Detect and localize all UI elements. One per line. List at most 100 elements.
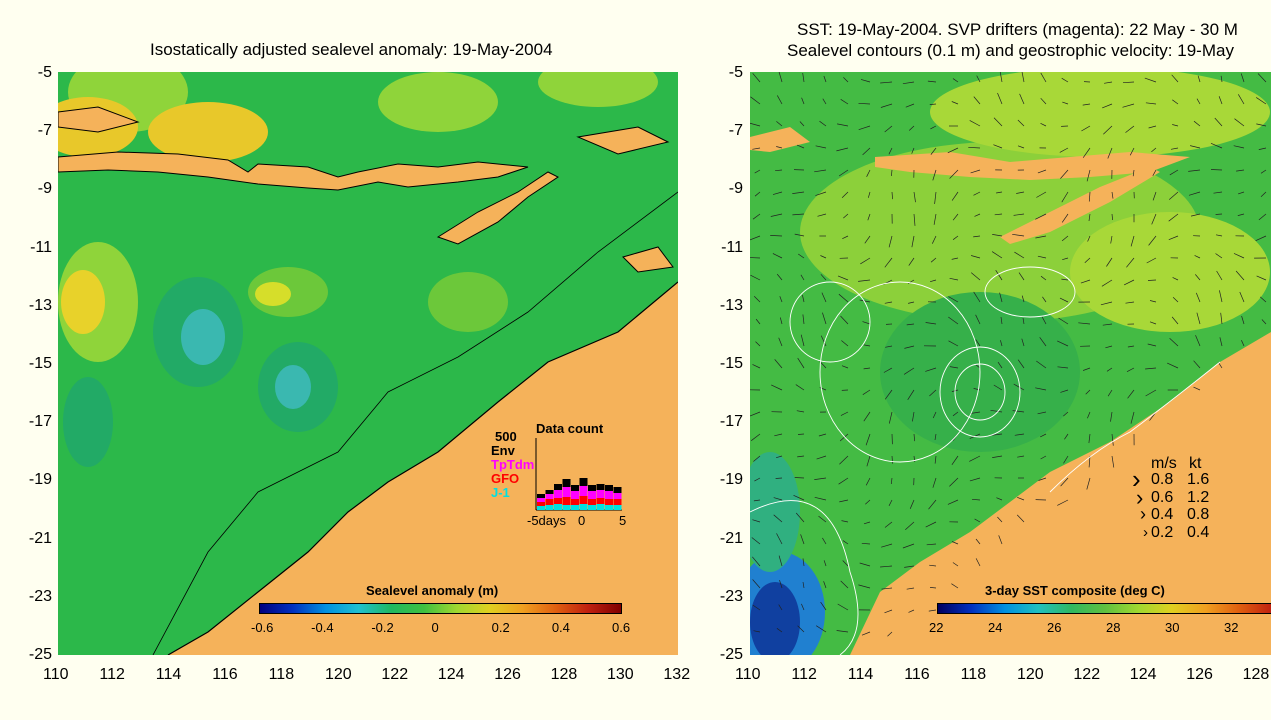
velocity-arrow — [969, 477, 981, 482]
x-tick-label: 120 — [325, 666, 352, 683]
velocity-arrow — [905, 521, 915, 530]
velocity-arrow — [1129, 147, 1135, 156]
x-tick-label: 118 — [960, 666, 987, 683]
data-count-bar — [613, 499, 622, 505]
x-tick-label: 118 — [268, 666, 295, 683]
velocity-arrows — [750, 72, 1267, 637]
velocity-arrow — [772, 191, 783, 195]
velocity-arrow — [750, 257, 761, 259]
colorbar-tick-label: 0.4 — [551, 620, 570, 635]
velocity-arrow — [952, 78, 959, 83]
data-count-bar — [605, 499, 613, 505]
velocity-arrow — [951, 541, 959, 545]
velocity-arrow — [970, 169, 981, 174]
velocity-arrow — [751, 537, 761, 545]
velocity-arrow — [863, 344, 871, 347]
velocity-arrow — [1236, 169, 1245, 172]
data-count-xlabel-mid: 0 — [578, 513, 586, 528]
colorbar-tick-label: 30 — [1165, 620, 1180, 635]
data-count-bar — [596, 498, 605, 504]
velocity-arrow — [776, 533, 783, 545]
velocity-arrow — [1040, 97, 1047, 105]
velocity-arrow — [1144, 77, 1157, 83]
velocity-arrow — [795, 512, 805, 523]
velocity-arrow — [1040, 455, 1047, 460]
velocity-arrow — [823, 560, 827, 567]
velocity-arrow — [930, 279, 937, 283]
velocity-arrow — [1126, 367, 1135, 373]
velocity-arrow — [1168, 191, 1179, 200]
velocity-arrow — [1193, 360, 1201, 369]
velocity-arrow — [1061, 77, 1069, 83]
velocity-arrow — [819, 120, 827, 127]
satellite-label-tptdm: TpTdm — [491, 457, 535, 472]
velocity-arrow — [891, 169, 893, 177]
data-count-bar — [562, 505, 571, 510]
velocity-arrow — [1188, 191, 1201, 196]
velocity-arrow — [1040, 433, 1047, 438]
data-count-bar — [596, 490, 605, 498]
velocity-arrow — [778, 72, 783, 83]
velocity-arrow — [949, 169, 959, 179]
velocity-arrow — [1145, 389, 1157, 397]
velocity-arrow — [890, 477, 893, 485]
x-tick-label: 122 — [381, 666, 409, 683]
data-count-bar — [537, 502, 545, 506]
velocity-arrow — [1088, 433, 1091, 444]
velocity-arrow — [755, 341, 761, 347]
data-count-bar — [537, 494, 545, 498]
velocity-arrow — [840, 411, 849, 416]
velocity-arrow — [975, 558, 981, 567]
velocity-arrow — [859, 299, 871, 303]
colorbar-tick-label: 32 — [1224, 620, 1239, 635]
satellite-label-env: Env — [491, 443, 515, 458]
velocity-arrow — [752, 73, 761, 83]
velocity-arrow — [928, 609, 937, 612]
velocity-arrow — [929, 103, 937, 105]
velocity-arrow — [880, 81, 893, 84]
velocity-arrow — [906, 323, 915, 326]
velocity-arrow — [930, 147, 937, 155]
left-colorbar-title: Sealevel anomaly (m) — [366, 583, 499, 598]
velocity-arrow — [1013, 383, 1025, 391]
velocity-arrow — [822, 98, 827, 105]
velocity-arrow — [1125, 125, 1135, 133]
data-count-bar — [545, 490, 554, 494]
velocity-arrow — [1172, 297, 1179, 303]
velocity-arrow — [1151, 213, 1157, 225]
data-count-bar — [579, 496, 588, 504]
velocity-arrow — [1215, 213, 1223, 215]
velocity-legend-ms: 0.8 — [1151, 471, 1174, 488]
velocity-arrow — [1041, 316, 1047, 325]
velocity-arrow — [842, 560, 849, 567]
data-count-bar — [554, 490, 562, 498]
velocity-arrow — [990, 409, 1003, 413]
velocity-arrow — [1196, 98, 1201, 105]
velocity-arrow — [1111, 433, 1114, 446]
velocity-arrow — [1038, 477, 1047, 481]
velocity-arrow — [814, 169, 827, 173]
x-tick-label: 120 — [1017, 666, 1044, 683]
velocity-arrow — [1172, 124, 1179, 127]
velocity-arrow — [951, 101, 959, 105]
velocity-arrow — [909, 499, 915, 509]
data-count-bar — [613, 493, 622, 499]
velocity-arrow — [1107, 389, 1113, 397]
velocity-arrow — [1260, 191, 1267, 197]
velocity-arrow — [837, 123, 849, 127]
velocity-arrow — [861, 542, 871, 545]
velocity-arrow — [951, 257, 959, 260]
data-count-bar — [588, 485, 596, 491]
x-tick-label: 116 — [212, 666, 238, 683]
velocity-arrow — [1126, 257, 1135, 268]
data-count-bar — [613, 505, 622, 510]
velocity-arrow — [888, 499, 893, 507]
velocity-arrow — [819, 387, 827, 391]
colorbar-tick-label: 0.2 — [491, 620, 510, 635]
y-tick-label: -9 — [728, 180, 743, 198]
velocity-arrow — [1060, 477, 1069, 487]
velocity-arrow — [778, 555, 783, 567]
velocity-arrow — [1088, 455, 1091, 468]
velocity-arrow — [1013, 213, 1025, 216]
velocity-arrow — [839, 499, 849, 503]
